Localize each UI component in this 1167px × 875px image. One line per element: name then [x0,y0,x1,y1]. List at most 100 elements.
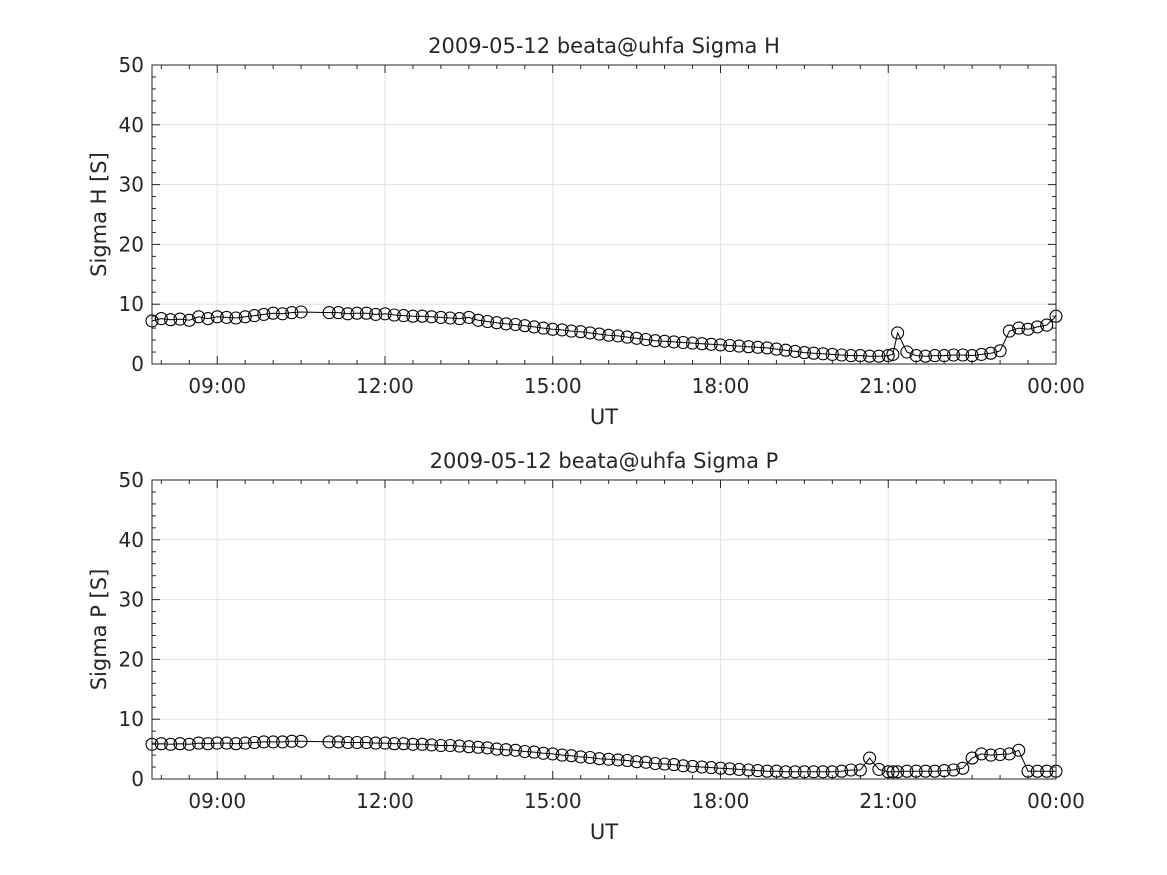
data-point [574,325,588,339]
data-point [909,349,923,363]
data-point [527,320,541,334]
data-point [1012,743,1026,757]
data-point [434,738,448,753]
data-point [592,752,606,766]
data-point [900,345,914,359]
data-point [275,307,290,321]
data-point [900,764,914,778]
data-point [406,309,420,323]
y-tick-label: 10 [119,292,144,316]
data-point [201,737,215,751]
data-point [602,752,616,766]
data-point [499,317,513,331]
x-axis-label: UT [590,820,618,844]
x-tick-label: 15:00 [524,789,582,813]
y-tick-label: 50 [119,468,144,492]
data-point [425,738,439,752]
data-point [886,347,900,361]
y-tick-label: 40 [119,528,144,552]
data-point [965,349,979,363]
data-point [518,744,532,759]
x-tick-label: 18:00 [692,374,750,398]
data-point [331,735,345,749]
x-tick-label: 09:00 [188,789,246,813]
data-point [397,309,411,323]
data-point [480,741,495,755]
data-point [555,323,569,337]
data-point [760,764,774,778]
y-tick-label: 20 [119,232,144,256]
data-point [229,311,243,325]
data-point [648,756,662,771]
data-point [229,737,243,751]
y-tick-label: 0 [131,352,144,376]
x-tick-label: 18:00 [692,789,750,813]
data-point [881,349,895,363]
data-point [993,344,1007,358]
data-point [732,762,746,776]
series-line [151,311,1057,357]
data-point [863,751,877,765]
data-point [247,735,262,750]
data-point [564,749,578,763]
data-point [974,747,988,761]
data-point [546,747,560,761]
y-tick-label: 50 [119,53,144,77]
data-point [1030,764,1044,778]
data-point [658,757,672,771]
data-point [518,319,532,333]
data-point [192,736,206,750]
data-point [685,759,700,773]
y-tick-label: 20 [119,647,144,671]
x-tick-label: 00:00 [1027,374,1085,398]
data-point [704,337,718,351]
data-point [658,334,672,348]
data-point [639,755,653,769]
data-point [974,347,988,361]
y-tick-labels: 0 10 20 30 40 50 [119,468,144,791]
data-point [238,310,252,324]
data-point [546,322,560,336]
y-tick-label: 0 [131,767,144,791]
data-point [825,765,839,779]
y-tick-labels: 0 10 20 30 40 50 [119,53,144,376]
data-point [732,339,746,353]
data-point [741,763,756,777]
data-point [648,334,662,348]
data-point [872,762,886,776]
series-line [151,740,1056,773]
data-point [247,309,262,323]
data-point [536,746,550,760]
data-point [751,764,765,778]
data-point [452,312,467,326]
data-point [154,737,168,751]
data-point [415,309,429,323]
data-point [918,349,933,363]
data-point [499,743,513,757]
data-point [797,765,811,779]
data-point [443,738,457,753]
data-point [182,737,196,751]
data-point [490,316,504,330]
data-point [909,764,923,778]
data-point [294,305,308,319]
data-point [723,338,737,353]
data-point [322,306,336,320]
data-point [844,763,858,777]
data-point [984,346,998,360]
data-point [797,346,811,360]
data-point [835,348,849,362]
x-tick-label: 12:00 [356,789,414,813]
data-point [769,342,783,356]
data-point [723,762,737,776]
data-point [266,306,280,320]
data-point [471,740,485,754]
x-tick-label: 12:00 [356,374,414,398]
data-point [946,763,961,777]
data-point [611,753,625,767]
data-point [592,327,606,341]
data-point [1030,320,1044,334]
data-point [583,326,597,340]
data-point [462,740,476,754]
